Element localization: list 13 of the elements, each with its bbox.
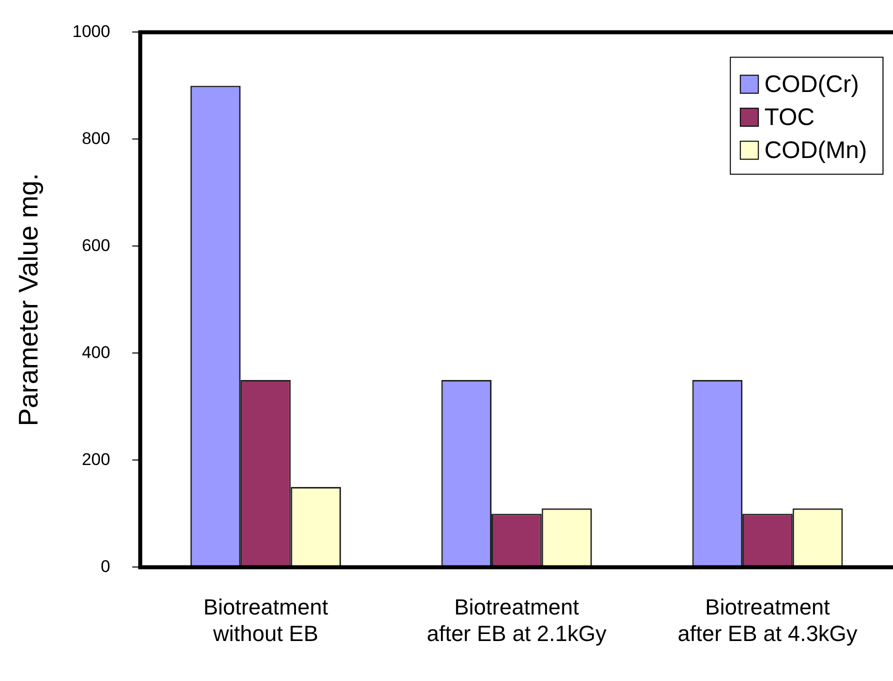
y-tick-label: 800 bbox=[82, 128, 110, 148]
y-axis-title: Parameter Value mg. bbox=[14, 173, 44, 426]
y-tick-label: 0 bbox=[100, 556, 110, 576]
legend-label: COD(Cr) bbox=[764, 70, 859, 98]
x-tick-label: Biotreatment after EB at 4.3kGy bbox=[678, 594, 858, 646]
y-tick-label: 200 bbox=[82, 450, 110, 469]
x-tick-label: Biotreatment without EB bbox=[203, 594, 328, 646]
y-tick-label: 400 bbox=[82, 342, 110, 362]
legend-label: COD(Mn) bbox=[764, 136, 867, 164]
y-tick-label: 600 bbox=[82, 236, 110, 255]
legend-label: TOC bbox=[764, 104, 815, 131]
y-tick-label: 1000 bbox=[72, 22, 110, 41]
x-tick-label: Biotreatment after EB at 2.1kGy bbox=[426, 594, 606, 646]
